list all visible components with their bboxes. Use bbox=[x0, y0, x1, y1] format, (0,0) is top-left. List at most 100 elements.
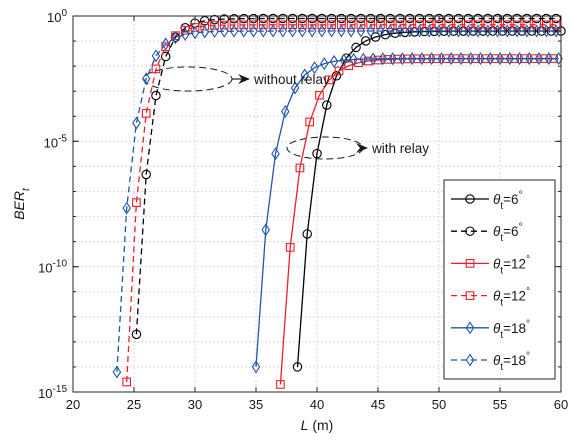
data-point bbox=[473, 13, 483, 24]
data-point bbox=[544, 52, 554, 66]
x-tick-label: 55 bbox=[493, 397, 507, 412]
data-point bbox=[405, 24, 414, 38]
data-point bbox=[356, 13, 366, 24]
data-point bbox=[276, 380, 285, 389]
legend-label: θt=18° bbox=[493, 351, 530, 373]
data-point bbox=[307, 13, 317, 24]
x-axis-label-unit: (m) bbox=[308, 417, 333, 433]
data-point bbox=[502, 20, 512, 30]
y-tick-label: 100 bbox=[47, 8, 67, 25]
data-point bbox=[365, 13, 376, 24]
data-point bbox=[210, 21, 219, 30]
data-point bbox=[446, 52, 456, 66]
data-point bbox=[307, 20, 317, 30]
data-point bbox=[268, 13, 278, 24]
data-point bbox=[375, 13, 386, 24]
data-point bbox=[366, 24, 375, 38]
data-point bbox=[522, 13, 532, 24]
data-point bbox=[229, 14, 239, 24]
legend-box bbox=[443, 179, 556, 380]
data-point bbox=[493, 20, 502, 30]
x-tick-label: 20 bbox=[66, 397, 80, 412]
data-point bbox=[200, 21, 210, 31]
x-tick-label: 35 bbox=[249, 397, 263, 412]
data-point bbox=[346, 20, 356, 30]
data-point bbox=[346, 24, 356, 38]
data-point bbox=[171, 31, 180, 45]
data-point bbox=[326, 13, 337, 24]
data-point bbox=[312, 148, 322, 159]
data-point bbox=[295, 163, 305, 173]
data-point bbox=[434, 24, 444, 38]
x-tick-label: 40 bbox=[310, 397, 324, 412]
data-point bbox=[485, 52, 495, 66]
legend-label: θt=12° bbox=[493, 254, 530, 276]
legend-label: θt=6° bbox=[493, 190, 523, 212]
data-point bbox=[258, 20, 268, 30]
data-point bbox=[249, 20, 258, 30]
data-point bbox=[473, 24, 483, 38]
data-point bbox=[298, 20, 307, 30]
x-tick-label: 45 bbox=[371, 397, 385, 412]
data-point bbox=[180, 28, 190, 42]
data-point bbox=[210, 25, 219, 39]
data-point bbox=[200, 25, 210, 39]
axis-ticks: 20 25 30 35 40 45 50 55 60 10-15 10-10 10-5 100 bbox=[38, 8, 568, 412]
legend: θt=6° θt=6° θt=12° θt=12° θt=18° θt=18° bbox=[443, 179, 556, 380]
data-point bbox=[339, 53, 349, 67]
data-point bbox=[161, 37, 170, 51]
data-point bbox=[495, 52, 505, 66]
data-point bbox=[465, 259, 475, 268]
data-point bbox=[305, 117, 315, 127]
data-point bbox=[483, 13, 493, 24]
data-point bbox=[454, 24, 463, 38]
data-point bbox=[522, 24, 532, 38]
data-point bbox=[297, 13, 308, 24]
data-point bbox=[310, 61, 319, 75]
data-point bbox=[219, 14, 230, 24]
data-point bbox=[229, 20, 239, 30]
data-point bbox=[385, 24, 395, 38]
data-point bbox=[209, 14, 220, 25]
data-point bbox=[239, 13, 249, 24]
annotation-label: with relay bbox=[371, 141, 429, 156]
data-point bbox=[151, 64, 161, 74]
data-point bbox=[251, 360, 261, 374]
data-point bbox=[248, 13, 259, 24]
data-point bbox=[532, 24, 541, 38]
data-point bbox=[268, 24, 278, 38]
data-point bbox=[463, 20, 473, 30]
data-point bbox=[437, 52, 446, 66]
data-point bbox=[483, 20, 493, 30]
data-point bbox=[317, 24, 327, 38]
data-point bbox=[512, 24, 522, 38]
data-point bbox=[515, 52, 524, 66]
data-point bbox=[424, 20, 434, 30]
data-point bbox=[395, 24, 405, 38]
data-point bbox=[327, 20, 336, 30]
data-point bbox=[531, 13, 542, 24]
legend-entry: θt=12° bbox=[451, 254, 530, 276]
data-point bbox=[541, 13, 552, 24]
series-line bbox=[255, 57, 559, 367]
x-tick-label: 30 bbox=[188, 397, 202, 412]
legend-entry: θt=12° bbox=[451, 287, 530, 309]
data-point bbox=[239, 24, 249, 38]
data-point bbox=[522, 20, 532, 30]
data-point bbox=[327, 24, 336, 38]
data-point bbox=[122, 377, 132, 387]
data-point bbox=[407, 52, 417, 66]
data-point bbox=[398, 52, 407, 66]
data-point bbox=[261, 223, 271, 237]
data-point bbox=[356, 24, 366, 38]
data-point bbox=[160, 51, 171, 62]
data-point bbox=[505, 52, 515, 66]
data-point bbox=[551, 13, 561, 24]
data-point bbox=[200, 16, 210, 26]
annotations: without relay with relay bbox=[232, 72, 429, 156]
data-point bbox=[532, 20, 541, 30]
data-point bbox=[151, 90, 161, 101]
data-point bbox=[317, 20, 327, 30]
data-point bbox=[551, 24, 561, 38]
data-point bbox=[329, 54, 339, 68]
